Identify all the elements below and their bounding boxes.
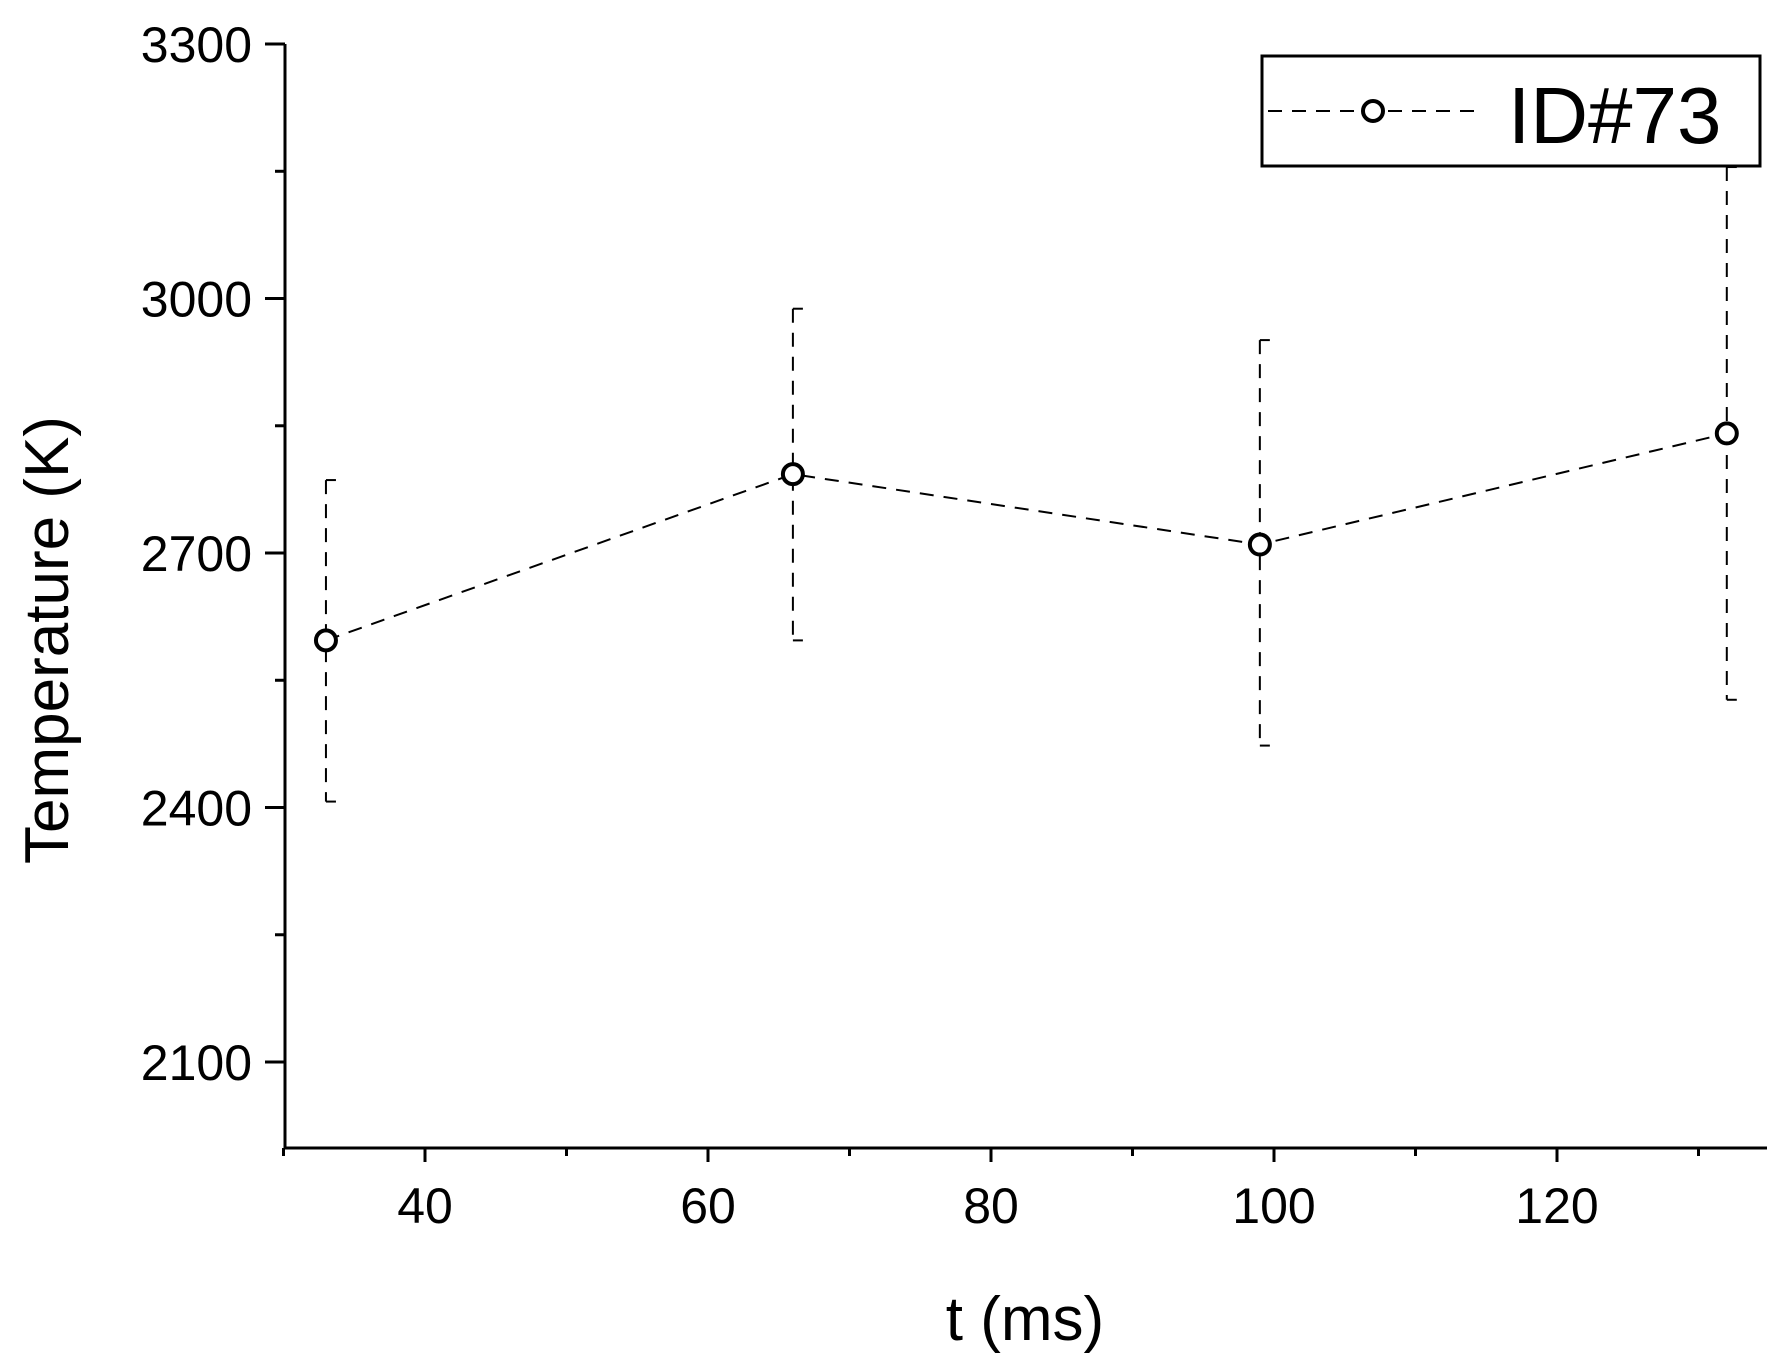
x-axis-title: t (ms): [946, 1285, 1104, 1354]
x-axis-ticks: 40 60 80 100 120: [282, 1148, 1700, 1234]
y-tick-label: 2700: [141, 526, 252, 582]
series-line-0: [325, 432, 1728, 642]
legend: ID#73: [1260, 54, 1762, 168]
y-axis-ticks: 2100 2400 2700 3000 3300: [141, 17, 285, 1091]
legend-label: ID#73: [1508, 71, 1721, 160]
error-bar: [324, 479, 336, 803]
y-tick-label: 3300: [141, 17, 252, 73]
data-point: [1247, 532, 1272, 557]
error-bar: [791, 307, 803, 642]
data-point: [313, 628, 338, 653]
data-point: [1714, 421, 1739, 446]
legend-marker: [1361, 99, 1385, 123]
y-tick-label: 3000: [141, 272, 252, 328]
x-tick-label: 40: [397, 1178, 453, 1234]
y-axis-title: Temperature (K): [13, 416, 82, 864]
x-tick-label: 100: [1232, 1178, 1315, 1234]
y-tick-label: 2100: [141, 1035, 252, 1091]
x-tick-label: 80: [963, 1178, 1019, 1234]
data-point: [780, 462, 805, 487]
axes: [283, 44, 1767, 1150]
x-tick-label: 60: [680, 1178, 736, 1234]
plot-area: [313, 166, 1739, 803]
x-tick-label: 120: [1515, 1178, 1598, 1234]
y-tick-label: 2400: [141, 781, 252, 837]
